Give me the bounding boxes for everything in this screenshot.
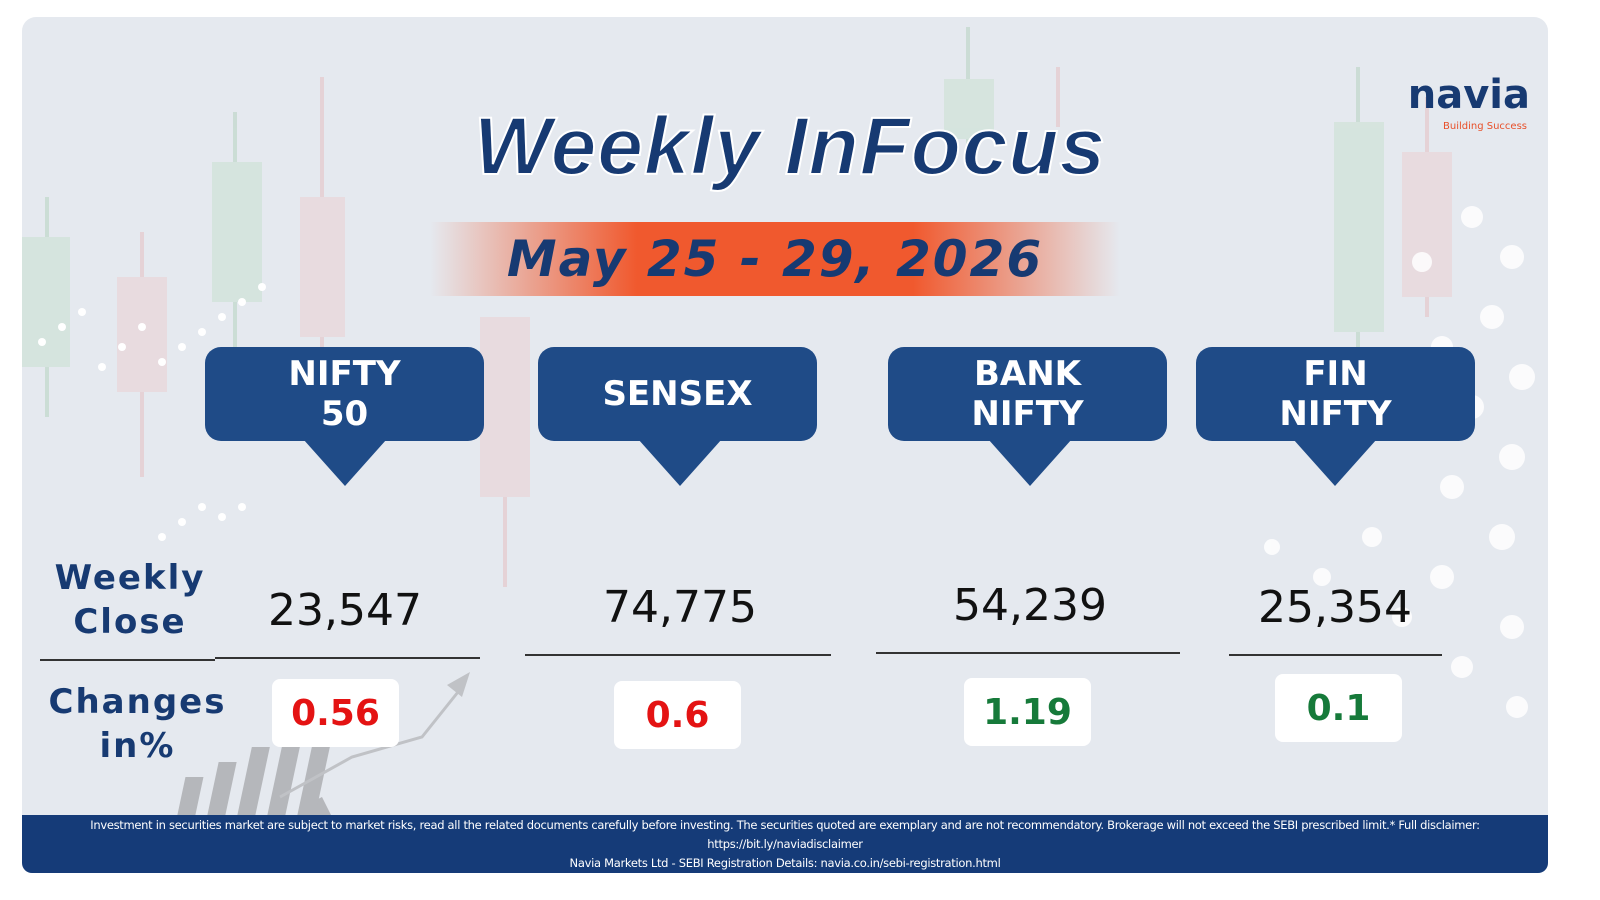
row-label: Changes in% bbox=[48, 682, 227, 766]
index-name: BANK NIFTY bbox=[971, 354, 1084, 434]
index-header: BANK NIFTY bbox=[888, 347, 1167, 441]
logo-tagline: Building Success bbox=[1443, 121, 1527, 132]
pointer-shape bbox=[630, 430, 730, 486]
disclaimer-line: Navia Markets Ltd - SEBI Registration De… bbox=[569, 855, 1001, 870]
disclaimer-line: Investment in securities market are subj… bbox=[90, 817, 1480, 851]
decoration bbox=[22, 27, 1535, 817]
row-label: Weekly Close bbox=[54, 558, 206, 642]
pointer-shape bbox=[1285, 430, 1385, 486]
weekly-close: 74,775 bbox=[603, 582, 757, 633]
pointer bbox=[980, 430, 1080, 486]
divider bbox=[215, 657, 480, 659]
change-value: 0.1 bbox=[1275, 674, 1402, 742]
logo: navia bbox=[1407, 72, 1530, 118]
index-header: SENSEX bbox=[538, 347, 817, 441]
weekly-close: 25,354 bbox=[1258, 582, 1412, 633]
pointer bbox=[1285, 430, 1385, 486]
change-value: 0.6 bbox=[614, 681, 741, 749]
pointer-shape bbox=[980, 430, 1080, 486]
change-value: 0.56 bbox=[272, 679, 399, 747]
title: Weekly InFocus bbox=[473, 100, 1107, 193]
pointer bbox=[295, 430, 395, 486]
divider bbox=[876, 652, 1180, 654]
pointer-shape bbox=[295, 430, 395, 486]
change-value: 1.19 bbox=[964, 678, 1091, 746]
index-header: FIN NIFTY bbox=[1196, 347, 1475, 441]
pointer bbox=[630, 430, 730, 486]
date-range: May 25 - 29, 2026 bbox=[506, 230, 1044, 288]
disclaimer: Investment in securities market are subj… bbox=[22, 815, 1548, 873]
index-header: NIFTY 50 bbox=[205, 347, 484, 441]
weekly-close: 54,239 bbox=[953, 580, 1107, 631]
date-banner bbox=[430, 222, 1120, 296]
index-name: SENSEX bbox=[602, 374, 753, 414]
divider bbox=[525, 654, 831, 656]
divider bbox=[40, 659, 215, 661]
index-name: NIFTY 50 bbox=[288, 354, 401, 434]
divider bbox=[1229, 654, 1442, 656]
index-name: FIN NIFTY bbox=[1279, 354, 1392, 434]
weekly-close: 23,547 bbox=[268, 585, 422, 636]
